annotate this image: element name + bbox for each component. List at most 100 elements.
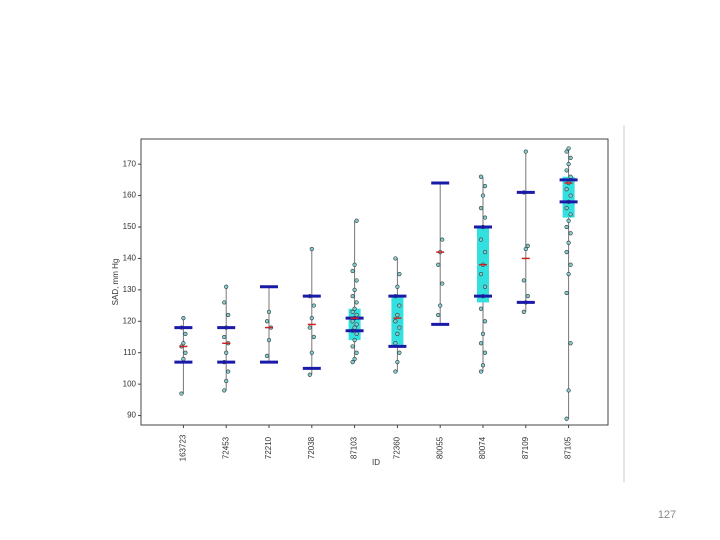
- point: [438, 303, 443, 308]
- point: [482, 350, 488, 355]
- point: [181, 356, 186, 362]
- y-tick-label: 90: [127, 411, 136, 420]
- point: [566, 272, 571, 277]
- point: [523, 149, 528, 154]
- point: [566, 162, 571, 167]
- y-tick-label: 170: [123, 159, 137, 168]
- point: [309, 350, 314, 355]
- plot-frame: [140, 138, 609, 426]
- point: [224, 350, 229, 355]
- point: [224, 378, 229, 384]
- point: [395, 360, 400, 365]
- point: [525, 294, 530, 299]
- point: [564, 290, 569, 296]
- point: [564, 168, 569, 173]
- point: [564, 416, 569, 421]
- point: [568, 341, 573, 346]
- y-tick-label: 160: [123, 191, 137, 200]
- point: [181, 316, 186, 321]
- point: [393, 341, 398, 346]
- x-tick-label: 72038: [307, 436, 316, 459]
- point: [266, 338, 272, 343]
- point: [478, 174, 484, 179]
- y-tick-label: 130: [123, 285, 137, 294]
- x-tick-label: 72453: [221, 436, 230, 459]
- point: [264, 353, 270, 358]
- point: [354, 312, 359, 318]
- point: [478, 206, 484, 211]
- x-axis-label: ID: [372, 458, 380, 467]
- point: [480, 363, 486, 368]
- point: [354, 300, 359, 305]
- point: [311, 303, 316, 308]
- point: [266, 309, 272, 314]
- point: [564, 250, 569, 255]
- y-tick-label: 120: [123, 316, 137, 325]
- point: [436, 312, 441, 318]
- point: [521, 278, 526, 283]
- point: [224, 284, 229, 289]
- point: [523, 246, 528, 252]
- point: [222, 334, 227, 340]
- point: [564, 149, 569, 154]
- point: [183, 331, 188, 336]
- point: [482, 250, 488, 255]
- point: [482, 284, 488, 289]
- point: [568, 231, 573, 236]
- point: [350, 344, 355, 349]
- point: [264, 319, 270, 324]
- point: [393, 319, 398, 324]
- point: [566, 218, 571, 223]
- point: [566, 240, 571, 245]
- x-tick-label: 80055: [435, 436, 444, 459]
- point: [395, 284, 400, 289]
- y-tick-label: 140: [123, 254, 137, 263]
- x-tick-label: 72210: [264, 436, 273, 459]
- point: [521, 309, 526, 314]
- point: [566, 146, 571, 151]
- point: [352, 287, 357, 292]
- point: [525, 243, 530, 248]
- y-axis-label: SAD, mm Hg: [111, 259, 120, 306]
- point: [309, 316, 314, 321]
- point: [179, 391, 184, 396]
- point: [307, 325, 312, 330]
- point: [478, 306, 484, 311]
- point: [397, 325, 402, 330]
- point: [482, 215, 488, 220]
- y-tick-label: 150: [123, 222, 137, 231]
- point: [183, 350, 188, 355]
- point: [480, 193, 486, 198]
- point: [568, 174, 573, 179]
- point: [566, 388, 571, 393]
- point: [436, 262, 441, 267]
- point: [350, 294, 355, 299]
- point: [478, 237, 484, 242]
- point: [568, 262, 573, 267]
- point: [478, 272, 484, 277]
- point: [307, 372, 312, 377]
- y-tick-label: 110: [123, 348, 136, 357]
- point: [181, 341, 186, 346]
- point: [478, 369, 484, 374]
- x-tick-label: 80074: [478, 436, 487, 459]
- point: [226, 312, 231, 318]
- point: [393, 256, 398, 261]
- point: [568, 193, 573, 198]
- point: [440, 237, 445, 242]
- y-tick-label: 100: [123, 379, 137, 388]
- point: [480, 331, 486, 336]
- point: [354, 218, 359, 223]
- point: [397, 303, 402, 308]
- point: [482, 319, 488, 324]
- point: [397, 272, 402, 277]
- point: [352, 306, 357, 311]
- point: [352, 356, 357, 362]
- point: [568, 155, 573, 160]
- point: [397, 350, 402, 355]
- point: [222, 300, 227, 305]
- point: [354, 331, 359, 336]
- point: [350, 309, 355, 314]
- point: [482, 184, 488, 189]
